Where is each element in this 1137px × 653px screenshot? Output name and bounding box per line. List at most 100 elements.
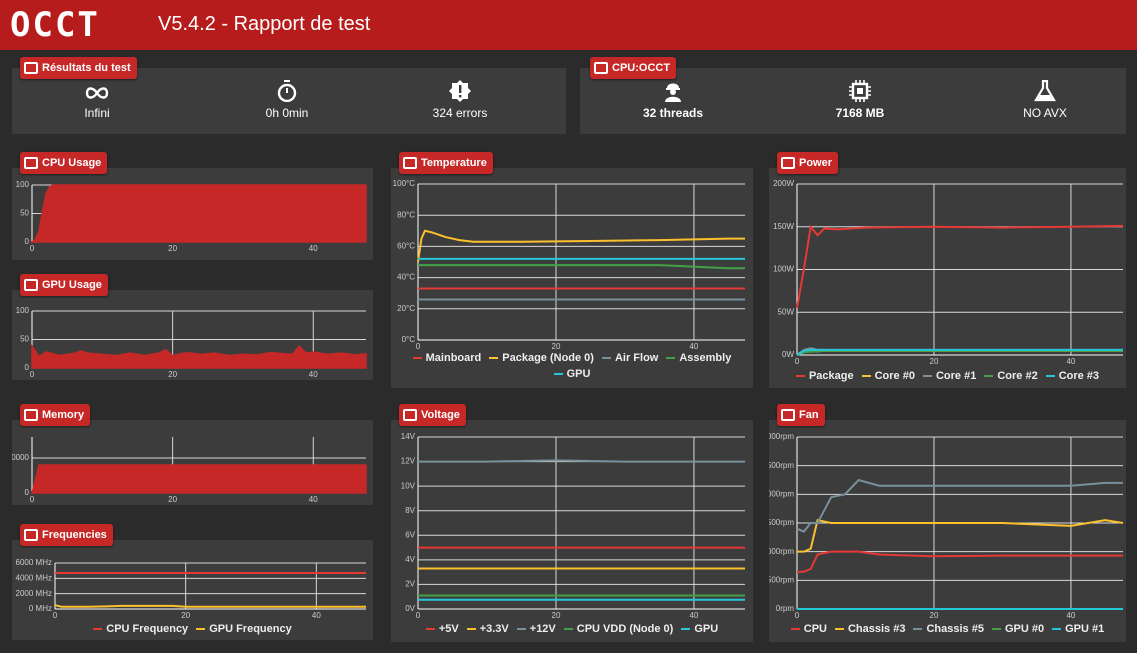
cpu-panel: 32 threads 7168 MB NO AVX <box>580 68 1126 134</box>
x-tick-label: 40 <box>1066 357 1075 366</box>
legend: Package Core #0 Core #1 Core #2 Core #3 <box>769 368 1126 384</box>
x-tick-label: 40 <box>1066 611 1075 620</box>
legend-swatch <box>922 375 932 378</box>
x-tick-label: 20 <box>168 370 177 379</box>
y-tick-label: 4000 MHz <box>16 573 52 582</box>
legend-entry: Chassis #5 <box>913 621 984 637</box>
flask-icon <box>1034 80 1056 102</box>
x-tick-label: 0 <box>53 611 58 620</box>
panel-badge: Frequencies <box>20 524 113 546</box>
legend-swatch <box>790 628 800 631</box>
x-tick-label: 0 <box>416 611 421 620</box>
header: OCCT V5.4.2 - Rapport de test <box>0 0 1137 50</box>
y-tick-label: 0 <box>25 237 30 246</box>
plot: 0 MHz 2000 MHz 4000 MHz 6000 MHz 0 20 40 <box>16 558 366 620</box>
legend-swatch <box>1052 628 1062 631</box>
legend-entry: Package (Node 0) <box>489 350 594 366</box>
x-tick-label: 0 <box>416 342 421 351</box>
x-tick-label: 40 <box>309 244 318 253</box>
infinity-icon <box>85 87 109 99</box>
summary-text: NO AVX <box>1023 106 1067 120</box>
panel-title: Résultats du test <box>42 62 131 74</box>
line <box>797 550 1123 573</box>
legend-entry: +5V <box>425 621 459 637</box>
legend: +5V +3.3V +12V CPU VDD (Node 0) GPU <box>391 621 753 637</box>
y-tick-label: 20°C <box>397 304 415 313</box>
chart-panel: 0 50 100 0 20 40 <box>12 168 373 260</box>
x-tick-label: 20 <box>930 611 939 620</box>
legend-swatch <box>553 373 563 376</box>
y-tick-label: 100W <box>773 265 794 274</box>
panel-title: Frequencies <box>42 529 107 541</box>
chart-panel: 0W 50W 100W 150W 200W 0 20 40 Package Core #0 Core… <box>769 168 1126 388</box>
legend-label: CPU VDD (Node 0) <box>576 623 674 635</box>
legend-entry: Core #2 <box>984 368 1038 384</box>
legend-label: Core #1 <box>935 370 977 382</box>
chart-panel: 0 50 100 0 20 40 <box>12 290 373 380</box>
y-tick-label: 6V <box>405 530 415 539</box>
line <box>796 224 1124 309</box>
summary-item: 32 threads <box>593 80 753 120</box>
panel-badge: CPU:OCCT <box>590 57 677 79</box>
summary-text: 7168 MB <box>835 106 885 120</box>
y-tick-label: 100°C <box>393 179 416 188</box>
x-tick-label: 40 <box>312 611 321 620</box>
y-tick-label: 1500rpm <box>769 518 794 527</box>
x-tick-label: 20 <box>181 611 190 620</box>
y-tick-label: 0W <box>782 350 794 359</box>
y-tick-label: 2500rpm <box>769 461 794 470</box>
x-tick-label: 0 <box>30 495 35 504</box>
legend-label: Assembly <box>679 352 732 364</box>
area <box>31 464 367 494</box>
plot: 0°C 20°C 40°C 60°C 80°C 100°C 0 20 40 <box>393 179 745 351</box>
y-tick-label: 500rpm <box>769 575 794 584</box>
legend-entry: GPU #1 <box>1052 621 1104 637</box>
chart-panel: 0 MHz 2000 MHz 4000 MHz 6000 MHz 0 20 40 CPU Fr… <box>12 540 373 640</box>
legend-swatch <box>425 628 435 631</box>
legend-entry: Air Flow <box>601 350 658 366</box>
y-tick-label: 0rpm <box>776 604 795 613</box>
legend-entry: CPU VDD (Node 0) <box>563 621 674 637</box>
y-tick-label: 0 MHz <box>29 604 52 613</box>
y-tick-label: 14V <box>401 432 416 441</box>
legend-entry: +3.3V <box>466 621 509 637</box>
panel-badge: Memory <box>20 404 91 426</box>
legend-entry: Core #0 <box>861 368 915 384</box>
legend-swatch <box>93 628 103 631</box>
plot: 0W 50W 100W 150W 200W 0 20 40 <box>773 179 1124 366</box>
line <box>417 229 745 263</box>
plot: 0 50 100 0 20 40 <box>16 306 367 379</box>
x-tick-label: 40 <box>689 611 698 620</box>
badge-icon <box>24 409 38 421</box>
legend-entry: +12V <box>516 621 556 637</box>
x-tick-label: 40 <box>689 342 698 351</box>
x-tick-label: 20 <box>168 244 177 253</box>
legend-label: GPU #1 <box>1065 623 1105 635</box>
summary-text: 0h 0min <box>265 106 309 120</box>
line <box>54 604 366 608</box>
legend-swatch <box>1045 375 1055 378</box>
summary-item: Infini <box>17 84 177 120</box>
y-tick-label: 200W <box>773 179 794 188</box>
legend-label: CPU Frequency <box>106 623 189 635</box>
legend-entry: CPU Frequency <box>93 621 188 637</box>
panel-badge: Power <box>777 152 839 174</box>
legend-label: Core #3 <box>1058 370 1100 382</box>
legend-swatch <box>489 357 499 360</box>
x-tick-label: 20 <box>552 611 561 620</box>
results-panel: Infini 0h 0min 324 errors <box>12 68 566 134</box>
plot: 0rpm 500rpm 1000rpm 1500rpm 2000rpm 2500rpm 30… <box>769 432 1124 620</box>
y-tick-label: 40°C <box>397 273 415 282</box>
chart-panel: 0°C 20°C 40°C 60°C 80°C 100°C 0 20 40 Mainboard Pa… <box>391 168 753 388</box>
summary-item: 324 errors <box>380 80 540 120</box>
panel-title: Voltage <box>421 409 460 421</box>
legend-label: Chassis #5 <box>926 623 984 635</box>
legend-entry: CPU <box>790 621 827 637</box>
badge-icon <box>403 157 417 169</box>
y-tick-label: 2V <box>405 580 415 589</box>
y-tick-label: 3000rpm <box>769 432 794 441</box>
legend-swatch <box>466 628 476 631</box>
chip-icon <box>849 80 871 102</box>
legend-label: Package <box>808 370 854 382</box>
summary-text: 324 errors <box>432 106 488 120</box>
